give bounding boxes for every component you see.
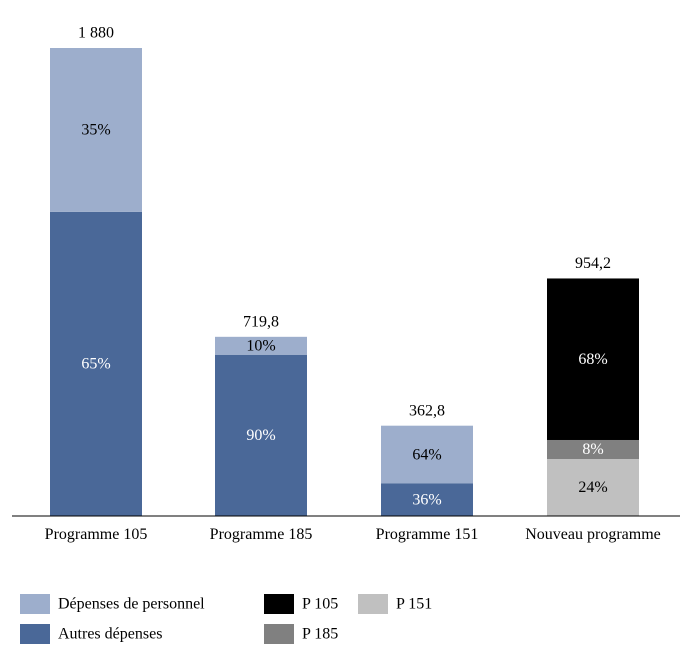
bar-segment bbox=[381, 425, 473, 484]
bar-segment bbox=[50, 211, 142, 517]
legend-swatch bbox=[20, 624, 50, 644]
value-label: 90% bbox=[246, 427, 275, 444]
x-tick-label: Nouveau programme bbox=[525, 526, 661, 543]
legend-swatch bbox=[20, 594, 50, 614]
x-tick-label: Programme 185 bbox=[209, 526, 313, 543]
bar-segment bbox=[215, 336, 307, 355]
value-label: 65% bbox=[81, 356, 110, 373]
legend-label: Autres dépenses bbox=[58, 626, 162, 643]
bar-segment bbox=[50, 48, 142, 212]
value-label: 35% bbox=[81, 122, 110, 139]
legend-swatch bbox=[358, 594, 388, 614]
legend-label: P 185 bbox=[302, 626, 338, 643]
bar-segment bbox=[547, 439, 639, 459]
value-label: 24% bbox=[578, 479, 607, 496]
legend-label: P 105 bbox=[302, 596, 338, 613]
legend-swatch bbox=[264, 594, 294, 614]
value-label: 36% bbox=[412, 491, 441, 508]
total-label: 362,8 bbox=[409, 402, 445, 419]
value-label: 8% bbox=[582, 441, 603, 458]
value-label: 10% bbox=[246, 337, 275, 354]
value-label: 68% bbox=[578, 351, 607, 368]
bar-segment bbox=[547, 278, 639, 440]
total-label: 719,8 bbox=[243, 313, 279, 330]
legend-swatch bbox=[264, 624, 294, 644]
x-tick-label: Programme 151 bbox=[375, 526, 479, 543]
total-label: 1 880 bbox=[78, 25, 114, 42]
legend-label: P 151 bbox=[396, 596, 432, 613]
value-label: 64% bbox=[412, 446, 441, 463]
bar-segment bbox=[215, 354, 307, 516]
total-label: 954,2 bbox=[575, 255, 611, 272]
bar-segment bbox=[381, 483, 473, 516]
x-tick-label: Programme 105 bbox=[44, 526, 148, 543]
legend-label: Dépenses de personnel bbox=[58, 596, 205, 613]
bar-segment bbox=[547, 458, 639, 516]
